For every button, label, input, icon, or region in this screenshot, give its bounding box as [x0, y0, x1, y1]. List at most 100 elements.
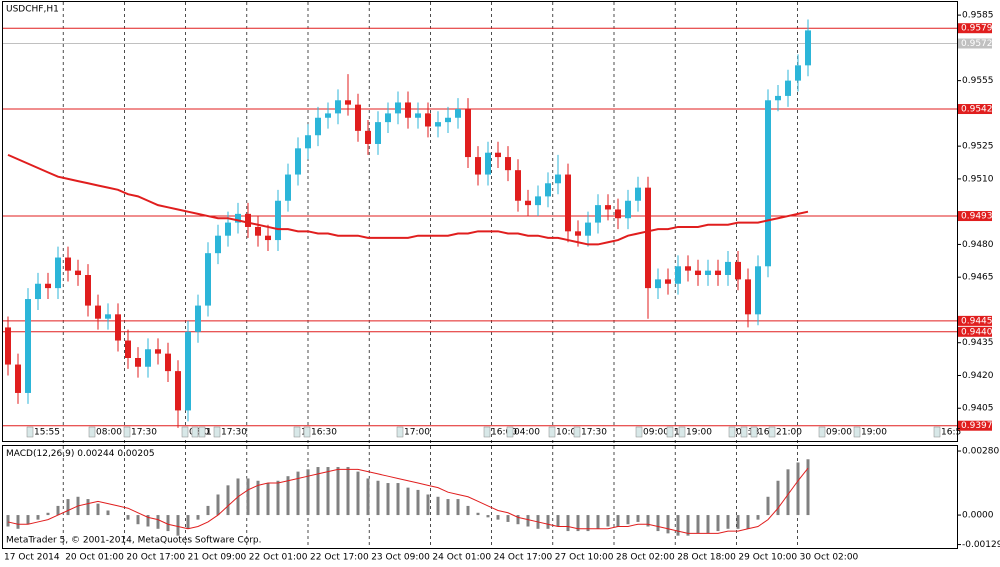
- x-tick-label: 17 Oct 2014: [4, 553, 60, 563]
- macd-bar: [196, 515, 200, 520]
- macd-bar: [466, 505, 470, 516]
- candle-body: [595, 205, 601, 223]
- candle-body: [735, 261, 741, 280]
- candle-body: [265, 235, 271, 241]
- event-box: [506, 426, 514, 438]
- event-box: [750, 426, 758, 438]
- macd-bar: [506, 515, 510, 522]
- candle-body: [235, 213, 241, 223]
- macd-bar: [426, 494, 430, 516]
- candle-body: [505, 157, 511, 171]
- bid-label-bg: [958, 38, 992, 49]
- level-label: 0.9445: [961, 316, 993, 326]
- candle-body: [645, 187, 651, 289]
- macd-bar: [446, 499, 450, 516]
- macd-bar: [396, 483, 400, 516]
- event-box: [573, 426, 581, 438]
- macd-bar: [56, 505, 60, 516]
- macd-bar: [796, 462, 800, 516]
- level-label-bg: [958, 315, 992, 326]
- x-tick-label: 30 Oct 02:00: [800, 553, 859, 563]
- candle-body: [15, 364, 21, 393]
- macd-bar: [646, 515, 650, 527]
- candle-body: [545, 183, 551, 197]
- macd-bar: [706, 515, 710, 534]
- event-label: 16:5: [941, 428, 961, 438]
- macd-bar: [86, 499, 90, 516]
- macd-bar: [456, 499, 460, 516]
- y-tick-label: 0.9465: [962, 273, 994, 283]
- candle-body: [745, 279, 751, 315]
- y-tick-label: 0.9435: [962, 338, 994, 348]
- macd-bar: [696, 515, 700, 534]
- signal-value: 0.00205: [117, 449, 154, 459]
- level-label: 0.9493: [961, 212, 993, 222]
- macd-bar: [766, 496, 770, 516]
- macd-bar: [806, 459, 810, 516]
- candle-body: [75, 270, 81, 276]
- candle-body: [135, 358, 141, 367]
- candle-body: [145, 349, 151, 367]
- macd-bar: [16, 515, 20, 529]
- candle-body: [395, 102, 401, 114]
- candle-body: [465, 109, 471, 158]
- event-box: [123, 426, 131, 438]
- event-label: 16:30: [311, 428, 337, 438]
- macd-bar: [216, 494, 220, 516]
- event-box: [818, 426, 826, 438]
- candle-body: [515, 170, 521, 201]
- macd-bar: [26, 515, 30, 525]
- event-box: [666, 426, 674, 438]
- candle-body: [255, 226, 261, 236]
- macd-bar: [276, 480, 280, 516]
- macd-bar: [36, 515, 40, 520]
- y-tick-label: 0.9555: [962, 76, 994, 86]
- macd-bar: [566, 515, 570, 532]
- candle-body: [485, 152, 491, 175]
- candle-body: [775, 95, 781, 101]
- y-tick-label: 0.0000: [962, 511, 994, 521]
- candle-body: [95, 305, 101, 319]
- candle-body: [495, 152, 501, 158]
- candle-body: [195, 305, 201, 332]
- moving-average: [7, 153, 809, 246]
- level-label-bg: [958, 420, 992, 431]
- event-box: [548, 426, 556, 438]
- macd-bar: [726, 515, 730, 529]
- event-box: [191, 426, 199, 438]
- event-box: [198, 426, 206, 438]
- x-tick-label: 20 Oct 01:00: [65, 553, 124, 563]
- footer: MetaTrader 5, © 2001-2014, MetaQuotes So…: [6, 536, 262, 546]
- macd-bar: [546, 515, 550, 529]
- event-box: [303, 426, 311, 438]
- candle-body: [685, 266, 691, 271]
- level-label: 0.9440: [961, 327, 993, 337]
- macd-bar: [356, 471, 360, 516]
- y-tick-label: 0.9420: [962, 371, 994, 381]
- level-label: 0.9579: [961, 24, 993, 34]
- x-tick-label: 28 Oct 18:00: [677, 553, 736, 563]
- macd-bar: [296, 471, 300, 516]
- event-label: 1: [674, 428, 680, 438]
- macd-bar: [96, 503, 100, 516]
- macd-frame: [2, 445, 958, 549]
- macd-bar: [716, 515, 720, 532]
- level-label-bg: [958, 23, 992, 34]
- macd-bar: [386, 483, 390, 516]
- event-label: 09:00: [643, 428, 669, 438]
- event-label: 16:00: [491, 428, 517, 438]
- macd-bar: [756, 515, 760, 520]
- macd-bar: [516, 515, 520, 525]
- candle-body: [275, 200, 281, 241]
- x-tick-label: 24 Oct 17:00: [494, 553, 553, 563]
- macd-bar: [556, 515, 560, 527]
- candle-body: [55, 257, 61, 289]
- chart-title: USDCHF,H1: [6, 5, 59, 15]
- macd-title: MACD(12,26,9) 0.00244 0.00205: [6, 449, 155, 459]
- event-box: [26, 426, 34, 438]
- macd-bar: [666, 515, 670, 534]
- candle-body: [765, 100, 771, 267]
- macd-bar: [496, 515, 500, 520]
